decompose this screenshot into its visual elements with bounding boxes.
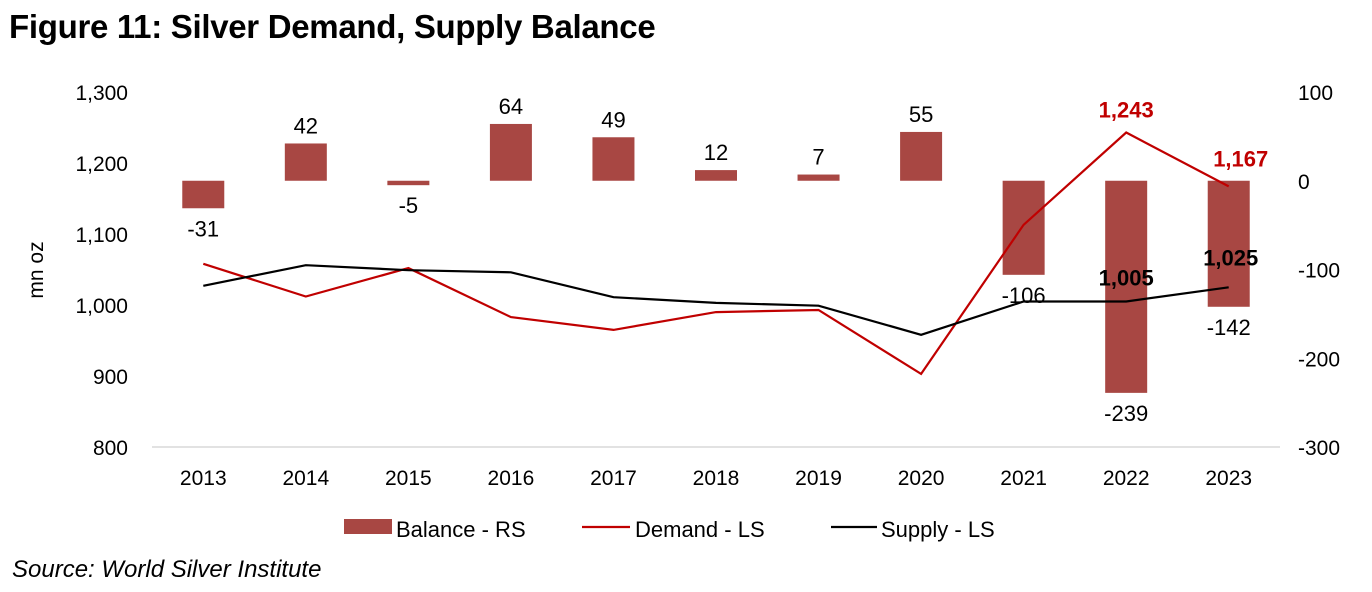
balance-bar <box>1002 180 1045 275</box>
balance-data-label: -106 <box>1002 283 1046 308</box>
x-tick-label: 2013 <box>180 467 227 490</box>
y-right-tick-label: -300 <box>1298 437 1340 460</box>
balance-data-label: 49 <box>601 107 625 132</box>
balance-bars <box>182 123 1250 393</box>
balance-data-label: -5 <box>399 193 419 218</box>
balance-data-label: -239 <box>1104 401 1148 426</box>
x-tick-label: 2021 <box>1000 467 1047 490</box>
x-tick-label: 2023 <box>1205 467 1252 490</box>
demand-data-label: 1,243 <box>1099 97 1154 122</box>
balance-bar <box>900 131 943 181</box>
supply-data-label: 1,005 <box>1099 265 1154 290</box>
y-left-tick-label: 1,300 <box>75 82 128 105</box>
y-left-tick-label: 800 <box>93 437 128 460</box>
legend-label-balance: Balance - RS <box>396 517 526 542</box>
balance-bar <box>797 174 840 181</box>
y-right-tick-label: 0 <box>1298 171 1310 194</box>
y-left-tick-label: 1,100 <box>75 224 128 247</box>
y-right-tick-label: -100 <box>1298 260 1340 283</box>
legend-label-demand: Demand - LS <box>635 517 765 542</box>
balance-bar <box>592 137 635 181</box>
axes: 800 900 1,000 1,100 1,200 1,300 -300 -200 -100 0 1… <box>25 82 1340 490</box>
legend-item-supply: Supply - LS <box>831 517 995 542</box>
legend-swatch-balance <box>344 519 392 534</box>
y-right-tick-label: -200 <box>1298 348 1340 371</box>
balance-bar <box>182 180 225 209</box>
figure-title: Figure 11: Silver Demand, Supply Balance <box>9 8 656 45</box>
balance-data-label: 12 <box>704 140 728 165</box>
x-tick-label: 2020 <box>898 467 945 490</box>
legend-item-demand: Demand - LS <box>582 517 765 542</box>
balance-bar <box>284 143 327 181</box>
balance-data-label: -31 <box>187 216 219 241</box>
balance-bar <box>695 170 737 181</box>
x-tick-label: 2022 <box>1103 467 1150 490</box>
supply-data-label: 1,025 <box>1203 245 1258 270</box>
balance-data-label: 42 <box>294 113 318 138</box>
balance-data-label: 55 <box>909 102 933 127</box>
data-labels: -31 42 -5 64 49 12 7 55 -106 -239 -142 1,243 1,167 1,… <box>187 94 1268 426</box>
x-tick-label: 2017 <box>590 467 637 490</box>
y-left-axis-label: mn oz <box>25 241 48 298</box>
x-tick-label: 2018 <box>693 467 740 490</box>
y-right-tick-label: 100 <box>1298 82 1333 105</box>
balance-data-label: -142 <box>1207 315 1251 340</box>
y-left-tick-label: 900 <box>93 366 128 389</box>
x-tick-label: 2019 <box>795 467 842 490</box>
x-tick-label: 2016 <box>488 467 535 490</box>
y-left-tick-label: 1,000 <box>75 295 128 318</box>
source-note: Source: World Silver Institute <box>12 556 322 583</box>
legend-item-balance: Balance - RS <box>344 517 526 542</box>
y-left-tick-label: 1,200 <box>75 153 128 176</box>
balance-bar <box>1105 180 1148 393</box>
legend: Balance - RS Demand - LS Supply - LS <box>344 517 995 542</box>
line-series <box>202 131 1230 376</box>
balance-bar <box>1207 180 1250 307</box>
balance-bar <box>387 180 430 186</box>
demand-line <box>202 131 1230 376</box>
balance-data-label: 7 <box>812 145 824 170</box>
demand-data-label: 1,167 <box>1213 146 1268 171</box>
x-tick-label: 2014 <box>282 467 329 490</box>
balance-bar <box>489 123 532 181</box>
balance-data-label: 64 <box>499 94 523 119</box>
legend-label-supply: Supply - LS <box>881 517 995 542</box>
x-tick-label: 2015 <box>385 467 432 490</box>
supply-line <box>203 264 1229 336</box>
